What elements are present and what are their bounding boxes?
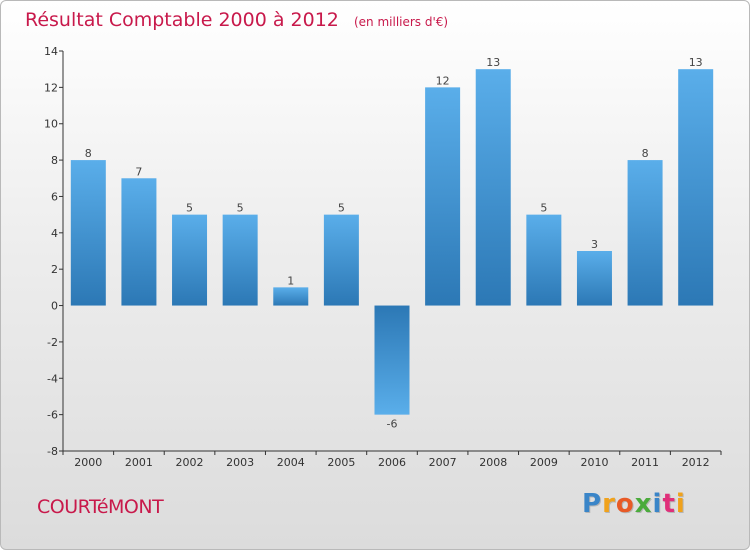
- bar: [425, 87, 461, 306]
- x-tick-label: 2005: [327, 456, 355, 469]
- bar: [678, 69, 714, 306]
- data-label: 12: [436, 74, 450, 87]
- bar: [576, 251, 612, 306]
- data-label: 1: [287, 274, 294, 287]
- data-label: 8: [642, 147, 649, 160]
- data-label: 5: [186, 202, 193, 215]
- x-tick-label: 2008: [479, 456, 507, 469]
- data-label: 5: [540, 202, 547, 215]
- x-tick-label: 2009: [530, 456, 558, 469]
- data-label: 13: [486, 56, 500, 69]
- bar: [121, 178, 157, 306]
- y-tick-label: 10: [44, 118, 58, 131]
- data-label: 5: [237, 202, 244, 215]
- data-label: 5: [338, 202, 345, 215]
- data-label: 3: [591, 238, 598, 251]
- data-label: 13: [689, 56, 703, 69]
- bar: [172, 214, 208, 306]
- y-tick-label: 0: [51, 300, 58, 313]
- data-label: -6: [387, 418, 398, 431]
- y-tick-label: 8: [51, 154, 58, 167]
- x-tick-label: 2011: [631, 456, 659, 469]
- y-tick-label: -6: [47, 409, 58, 422]
- x-tick-label: 2012: [682, 456, 710, 469]
- bar: [627, 160, 663, 306]
- bar: [526, 214, 562, 306]
- commune-name: COURTéMONT: [37, 496, 164, 518]
- y-tick-label: 6: [51, 190, 58, 203]
- y-tick-label: -2: [47, 336, 58, 349]
- logo-letter: x: [634, 489, 653, 519]
- logo-letter: i: [652, 489, 663, 519]
- x-tick-label: 2006: [378, 456, 406, 469]
- x-tick-label: 2000: [74, 456, 102, 469]
- y-tick-label: -8: [47, 445, 58, 458]
- chart-title-text: Résultat Comptable 2000 à 2012: [25, 9, 339, 31]
- y-tick-label: 14: [44, 45, 58, 58]
- bar: [222, 214, 258, 306]
- x-tick-label: 2004: [277, 456, 305, 469]
- proxiti-logo: Proxiti: [582, 489, 686, 519]
- y-tick-label: 4: [51, 227, 58, 240]
- logo-letter: t: [662, 489, 676, 519]
- logo-letter: i: [675, 489, 686, 519]
- bar: [70, 160, 106, 306]
- data-label: 8: [85, 147, 92, 160]
- bar: [273, 287, 309, 306]
- y-tick-label: -4: [47, 372, 58, 385]
- bar: [374, 305, 410, 415]
- logo-letter: P: [582, 489, 603, 519]
- data-label: 7: [135, 165, 142, 178]
- x-tick-label: 2003: [226, 456, 254, 469]
- x-tick-label: 2010: [580, 456, 608, 469]
- x-tick-label: 2001: [125, 456, 153, 469]
- y-tick-label: 12: [44, 81, 58, 94]
- logo-letter: o: [615, 489, 635, 519]
- logo-letter: r: [602, 489, 616, 519]
- x-tick-label: 2007: [429, 456, 457, 469]
- x-tick-label: 2002: [176, 456, 204, 469]
- chart-unit-note: (en milliers d'€): [353, 15, 449, 29]
- bar: [475, 69, 511, 306]
- bar: [323, 214, 359, 306]
- y-tick-label: 2: [51, 263, 58, 276]
- chart-title: Résultat Comptable 2000 à 2012 (en milli…: [25, 9, 448, 31]
